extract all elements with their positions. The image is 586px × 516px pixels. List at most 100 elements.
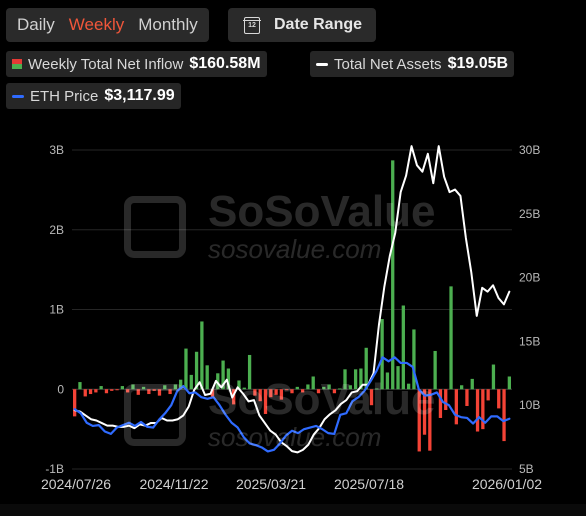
right-tick-label-4: 25B <box>519 207 540 221</box>
inflow-bar-5 <box>99 386 103 390</box>
left-tick-label-4: 3B <box>49 143 64 157</box>
chart-lines <box>73 145 511 454</box>
period-monthly-button[interactable]: Monthly <box>138 15 198 34</box>
inflow-bar-73 <box>460 385 464 390</box>
inflow-bar-39 <box>279 389 284 400</box>
inflow-bar-80 <box>497 389 501 409</box>
legend-inflow[interactable]: Weekly Total Net Inflow $160.58M <box>6 51 267 77</box>
inflow-bar-56 <box>369 389 374 406</box>
legend-inflow-value: $160.58M <box>189 55 261 72</box>
inflow-bar-45 <box>311 376 315 390</box>
inflow-bar-38 <box>274 389 278 395</box>
inflow-bar-66 <box>422 389 427 435</box>
inflow-bar-3 <box>88 389 93 395</box>
inflow-bar-42 <box>295 386 299 390</box>
right-tick-label-1: 10B <box>519 398 540 412</box>
inflow-bar-37 <box>269 389 273 398</box>
assets-swatch-icon <box>316 62 328 66</box>
inflow-bar-12 <box>136 389 140 395</box>
left-axis: -1B 0 1B 2B 3B <box>45 143 64 476</box>
inflow-bar-8 <box>115 389 119 391</box>
bottom-strip <box>0 504 586 516</box>
inflow-bar-13 <box>141 386 146 390</box>
inflow-bar-26 <box>210 389 215 399</box>
inflow-bar-7 <box>110 389 114 391</box>
price-swatch-icon <box>12 94 24 98</box>
inflow-bar-72 <box>454 389 458 425</box>
date-range-button[interactable]: 12 Date Range <box>228 8 376 42</box>
inflow-bar-27 <box>216 373 220 390</box>
legend-assets-value: $19.05B <box>447 55 509 72</box>
inflow-bar-43 <box>300 389 305 393</box>
inflow-bar-64 <box>412 329 416 390</box>
inflow-bar-33 <box>247 354 252 390</box>
inflow-bar-34 <box>253 389 257 396</box>
left-tick-label-3: 2B <box>49 223 64 237</box>
inflow-bar-53 <box>353 369 358 390</box>
inflow-bar-60 <box>391 160 395 390</box>
inflow-bar-71 <box>449 286 453 390</box>
inflow-bar-10 <box>126 389 130 393</box>
legend-assets[interactable]: Total Net Assets $19.05B <box>310 51 515 77</box>
inflow-bars <box>73 160 511 452</box>
period-selector: Daily Weekly Monthly <box>6 8 209 42</box>
x-tick-label-2: 2025/03/21 <box>236 476 306 492</box>
legend-price-label: ETH Price <box>30 87 99 105</box>
inflow-bar-40 <box>285 389 289 391</box>
legend-price[interactable]: ETH Price $3,117.99 <box>6 83 181 109</box>
inflow-bar-28 <box>221 360 225 390</box>
legend-inflow-label: Weekly Total Net Inflow <box>28 55 184 73</box>
inflow-bar-69 <box>438 389 443 418</box>
inflow-bar-1 <box>78 382 82 390</box>
inflow-bar-19 <box>173 384 178 390</box>
inflow-bar-4 <box>94 389 98 393</box>
inflow-bar-63 <box>406 383 411 390</box>
inflow-bar-15 <box>152 389 156 391</box>
inflow-bar-18 <box>168 389 172 395</box>
inflow-bar-51 <box>343 369 347 390</box>
right-tick-label-0: 5B <box>519 462 534 476</box>
x-tick-label-4: 2026/01/02 <box>472 476 542 492</box>
x-axis: 2024/07/26 2024/11/22 2025/03/21 2025/07/18… <box>41 476 542 492</box>
inflow-bar-78 <box>486 389 490 401</box>
inflow-bar-20 <box>179 379 183 390</box>
period-weekly-button[interactable]: Weekly <box>68 15 125 34</box>
inflow-bar-16 <box>157 389 162 396</box>
x-tick-label-3: 2025/07/18 <box>334 476 404 492</box>
inflow-bar-24 <box>200 321 204 390</box>
inflow-bar-32 <box>242 387 246 390</box>
inflow-bar-57 <box>375 388 379 390</box>
inflow-bar-82 <box>507 376 511 390</box>
inflow-bar-31 <box>237 380 241 390</box>
inflow-bar-76 <box>475 389 480 432</box>
inflow-bar-70 <box>444 389 448 410</box>
total-net-assets-line <box>73 145 511 454</box>
inflow-bar-54 <box>359 368 363 390</box>
inflow-bar-23 <box>194 351 199 390</box>
legend-assets-label: Total Net Assets <box>334 55 442 73</box>
right-tick-label-5: 30B <box>519 143 540 157</box>
inflow-bar-58 <box>380 319 384 390</box>
inflow-bar-67 <box>428 389 432 451</box>
inflow-bar-0 <box>73 389 77 417</box>
right-tick-label-2: 15B <box>519 334 540 348</box>
inflow-bar-29 <box>226 368 231 390</box>
left-tick-label-2: 1B <box>49 303 64 317</box>
right-tick-label-3: 20B <box>519 271 540 285</box>
inflow-bar-77 <box>481 389 485 430</box>
inflow-bar-47 <box>322 386 326 390</box>
inflow-bar-49 <box>332 389 337 394</box>
inflow-bar-35 <box>258 389 262 402</box>
inflow-bar-79 <box>491 364 496 390</box>
inflow-bar-46 <box>316 389 321 394</box>
left-tick-label-0: -1B <box>45 462 64 476</box>
inflow-bar-44 <box>306 384 310 390</box>
inflow-bar-50 <box>338 388 342 390</box>
inflow-bar-9 <box>120 386 125 390</box>
inflow-bar-52 <box>348 385 352 390</box>
inflow-bar-59 <box>385 372 390 390</box>
period-daily-button[interactable]: Daily <box>17 15 55 34</box>
inflow-bar-2 <box>83 389 87 397</box>
x-tick-label-0: 2024/07/26 <box>41 476 111 492</box>
